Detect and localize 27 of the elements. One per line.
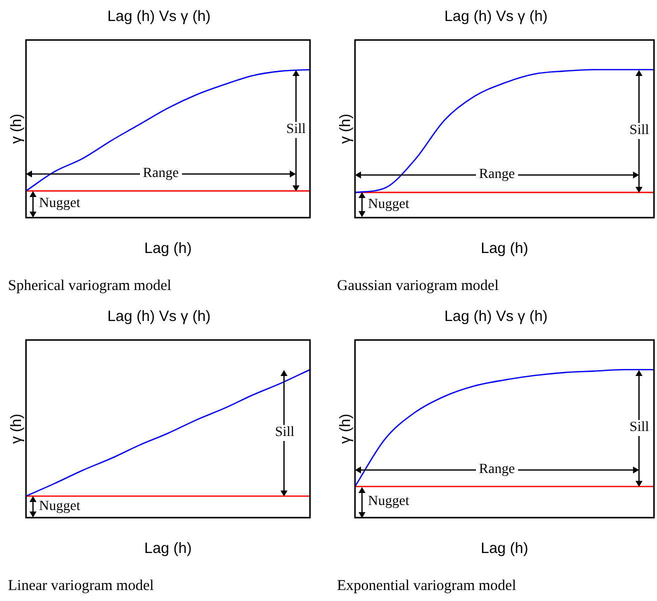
x-axis-title: Lag (h) xyxy=(480,540,528,558)
text: Spherical variogram model xyxy=(8,278,172,295)
annotation: Sill xyxy=(626,123,652,140)
y-axis-title: γ (h) xyxy=(337,114,354,144)
annotation: Nugget xyxy=(368,197,410,214)
annotation: Range xyxy=(476,462,518,478)
annotation: Nugget xyxy=(39,196,80,212)
x-axis-title: Lag (h) xyxy=(144,240,192,258)
y-axis-title: γ (h) xyxy=(8,414,26,444)
y-axis-title: γ (h) xyxy=(337,414,354,444)
text: Exponential variogram model xyxy=(337,578,516,595)
chart-title: Lag (h) Vs γ (h) xyxy=(444,8,548,26)
annotation: Nugget xyxy=(39,498,80,515)
x-axis-title: Lag (h) xyxy=(480,240,528,258)
annotation: Sill xyxy=(272,424,298,441)
annotation: Range xyxy=(476,167,518,184)
x-axis-title: Lag (h) xyxy=(144,540,192,558)
annotation: Nugget xyxy=(368,494,410,510)
chart-title: Lag (h) Vs γ (h) xyxy=(107,308,211,326)
annotation: Sill xyxy=(283,122,309,138)
annotation: Sill xyxy=(626,420,652,436)
annotation: Range xyxy=(140,166,182,182)
text: Linear variogram model xyxy=(8,578,154,595)
chart-title: Lag (h) Vs γ (h) xyxy=(107,8,211,26)
text: Gaussian variogram model xyxy=(337,278,499,295)
chart-title: Lag (h) Vs γ (h) xyxy=(444,308,548,326)
y-axis-title: γ (h) xyxy=(8,114,26,144)
